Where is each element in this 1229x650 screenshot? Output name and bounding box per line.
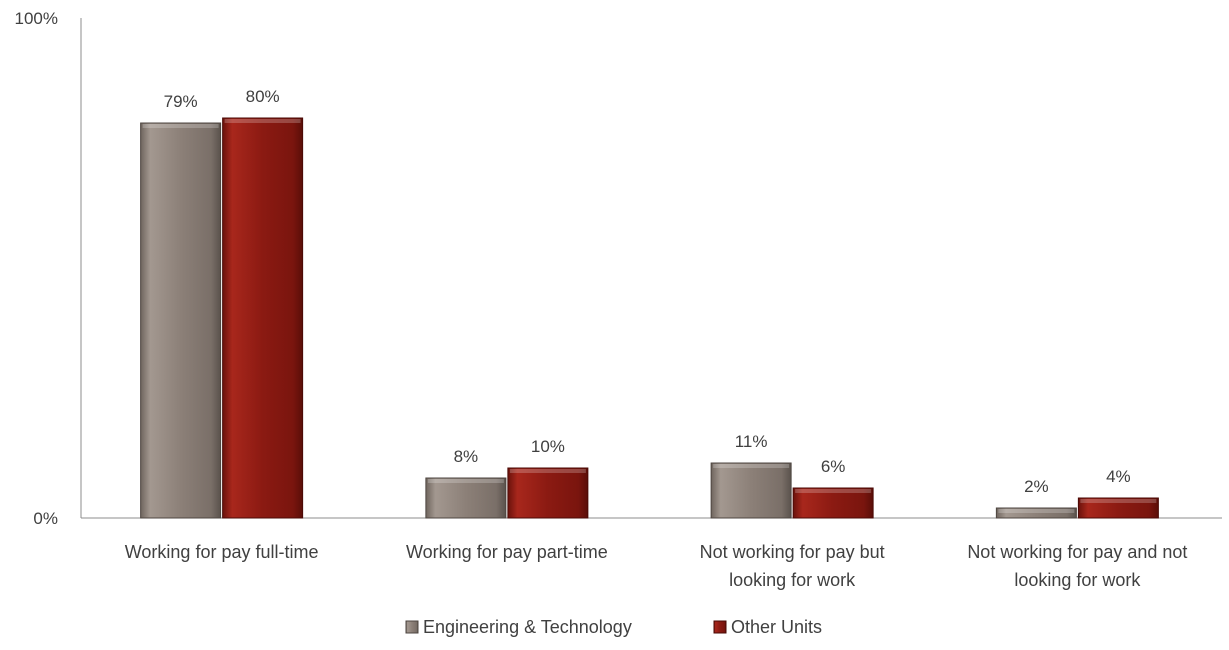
bar-engineering-technology [710,462,792,519]
bar-highlight [1080,499,1157,503]
bar-highlight [427,479,504,483]
bar-engineering-technology [140,122,222,519]
legend-swatch-other-units [713,620,727,634]
legend-swatch-engineering-technology [405,620,419,634]
category-label: Not working for pay but [700,542,885,562]
bar-highlight [142,124,219,128]
bar-highlight [998,509,1075,513]
category-label: Working for pay part-time [406,542,608,562]
legend-label: Other Units [731,617,822,637]
bar-highlight [795,489,872,493]
category-label: Working for pay full-time [125,542,319,562]
bar-other-units [222,117,304,519]
bar-highlight [713,464,790,468]
data-label: 11% [735,432,768,451]
bar-highlight [224,119,301,123]
bar-engineering-technology [995,507,1077,519]
data-label: 4% [1106,467,1131,486]
data-label: 79% [164,92,198,111]
bar-other-units [792,487,874,519]
data-label: 8% [454,447,479,466]
bar-engineering-technology [425,477,507,519]
y-tick-label: 0% [33,509,58,528]
data-label: 2% [1024,477,1049,496]
y-tick-label: 100% [15,9,58,28]
legend-label: Engineering & Technology [423,617,632,637]
data-label: 6% [821,457,846,476]
bar-other-units [507,467,589,519]
data-label: 80% [246,87,280,106]
category-label: Not working for pay and not [967,542,1187,562]
bar-highlight [509,469,586,473]
category-label: looking for work [729,570,856,590]
category-label: looking for work [1014,570,1141,590]
data-label: 10% [531,437,565,456]
bar-other-units [1077,497,1159,519]
